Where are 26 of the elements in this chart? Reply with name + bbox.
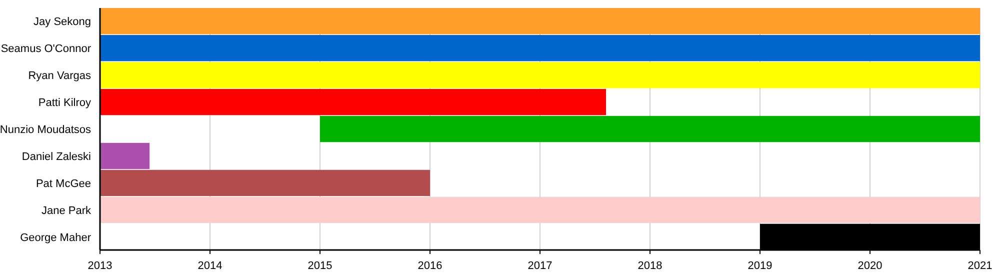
x-tick-label: 2013 bbox=[88, 260, 112, 272]
x-tick-label: 2015 bbox=[308, 260, 332, 272]
y-tick-label: Pat McGee bbox=[36, 178, 91, 190]
y-tick-label: George Maher bbox=[20, 232, 92, 244]
x-tick-label: 2021 bbox=[968, 260, 992, 272]
y-tick-label: Ryan Vargas bbox=[28, 70, 92, 82]
bar bbox=[100, 170, 430, 196]
bar bbox=[100, 142, 150, 170]
y-tick-label: Jay Sekong bbox=[34, 16, 91, 28]
x-tick-label: 2020 bbox=[858, 260, 882, 272]
x-tick-label: 2017 bbox=[528, 260, 552, 272]
x-tick-label: 2014 bbox=[198, 260, 222, 272]
y-tick-label: Seamus O'Connor bbox=[0, 42, 92, 55]
bar bbox=[100, 88, 606, 116]
bar bbox=[100, 196, 980, 224]
y-tick-label: Jane Park bbox=[41, 204, 92, 217]
y-tick-label: Daniel Zaleski bbox=[22, 150, 91, 163]
x-tick-label: 2018 bbox=[638, 260, 662, 272]
y-tick-label: Nunzio Moudatsos bbox=[0, 124, 92, 136]
y-tick-label: Patti Kilroy bbox=[38, 96, 92, 109]
x-tick-label: 2019 bbox=[748, 260, 772, 272]
bar bbox=[100, 62, 980, 88]
bar bbox=[100, 34, 980, 62]
bar bbox=[100, 8, 980, 34]
x-tick-label: 2016 bbox=[418, 260, 442, 272]
bar bbox=[320, 116, 980, 142]
